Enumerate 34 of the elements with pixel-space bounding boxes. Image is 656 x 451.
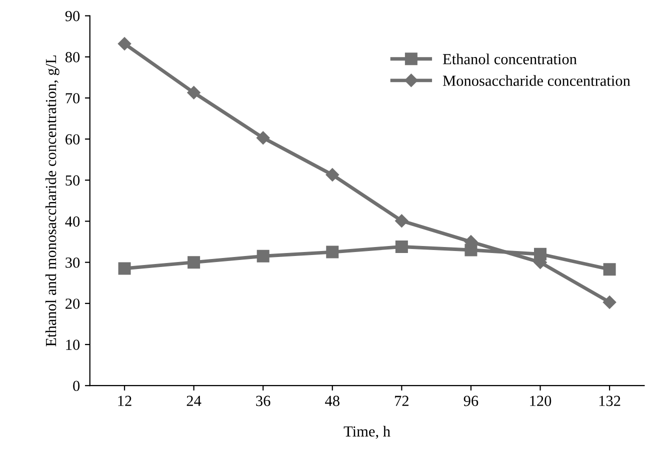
x-tick-label: 132 (599, 396, 620, 406)
point (603, 263, 616, 276)
x-tick-label: 72 (395, 396, 408, 406)
point (326, 246, 339, 258)
y-tick-label: 30 (66, 257, 80, 268)
y-tick-label: 10 (66, 340, 80, 350)
x-tick-label: 96 (464, 396, 478, 406)
y-tick-label: 80 (65, 52, 80, 62)
x-axis-title: Time, h (344, 426, 390, 439)
point (188, 256, 200, 269)
point (395, 214, 408, 228)
point (118, 37, 132, 50)
y-tick-label: 20 (66, 298, 80, 309)
x-tick-label: 36 (256, 396, 270, 406)
y-tick-label: 90 (65, 10, 80, 22)
y-tick-label: 60 (66, 134, 80, 145)
x-tick-label: 24 (186, 396, 202, 406)
legend-label: Ethanol concentration (442, 54, 577, 64)
point (256, 131, 270, 144)
point (118, 262, 131, 275)
point (602, 296, 616, 309)
y-tick-label: 40 (65, 216, 80, 227)
x-tick-label: 12 (118, 396, 132, 406)
point (187, 86, 200, 100)
point (395, 240, 408, 253)
y-axis-title: Ethanol and monosaccharide concentration, g/L (45, 55, 60, 346)
x-tick-label: 120 (530, 396, 552, 406)
y-tick-label: 0 (73, 380, 80, 392)
point (326, 168, 339, 182)
y-tick-label: 50 (66, 175, 80, 186)
legend-label: Monosaccharide concentration (442, 75, 630, 86)
y-tick-label: 70 (66, 93, 80, 104)
x-tick-label: 48 (325, 396, 340, 406)
point (256, 250, 270, 262)
